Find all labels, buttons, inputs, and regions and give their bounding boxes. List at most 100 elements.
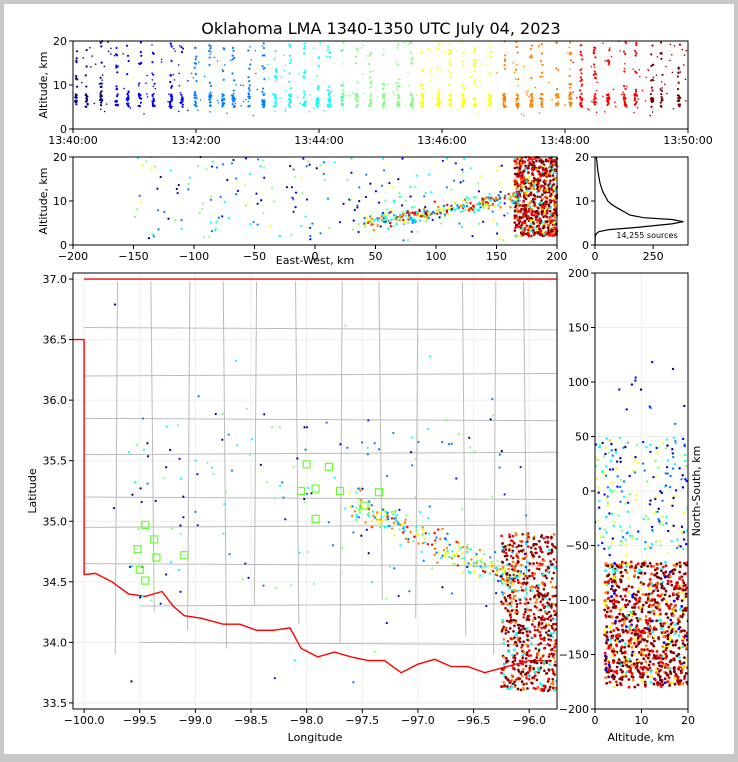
east-west-point <box>500 164 503 167</box>
north-south-point <box>673 682 677 686</box>
plan-view-xtick-label: −96.5 <box>457 714 491 727</box>
plan-view-point <box>466 543 469 546</box>
north-south-point <box>653 583 657 587</box>
time-height-point <box>676 88 680 91</box>
east-west-point <box>539 195 542 199</box>
east-west-point <box>384 199 387 202</box>
north-south-point <box>655 571 659 575</box>
lma-station-marker <box>360 501 369 510</box>
plan-view-point <box>520 680 524 683</box>
time-height-point <box>525 91 528 93</box>
east-west-point <box>442 212 445 215</box>
time-height-point <box>661 99 664 102</box>
east-west-point <box>377 201 381 204</box>
time-height-point <box>541 98 544 101</box>
east-west-point <box>235 192 238 196</box>
plan-view-point <box>512 648 516 652</box>
time-height-point <box>570 101 573 104</box>
north-south-point <box>648 578 652 581</box>
north-south-point <box>672 568 675 572</box>
north-south-point <box>646 648 649 651</box>
time-height-point <box>652 98 655 101</box>
north-south-point <box>611 673 615 677</box>
east-west-point <box>402 218 405 222</box>
time-height-point <box>472 74 474 77</box>
time-height-point <box>116 71 119 74</box>
time-height-point <box>137 62 140 65</box>
east-west-point <box>529 185 532 188</box>
plan-view-point <box>501 579 504 583</box>
north-south-point <box>622 588 626 591</box>
north-south-point <box>660 582 663 586</box>
north-south-point <box>672 455 675 459</box>
time-height-point <box>114 53 118 56</box>
plan-view-point <box>428 505 431 508</box>
time-height-point <box>564 103 567 106</box>
plan-view-point <box>533 572 536 576</box>
east-west-point <box>305 198 309 201</box>
time-height-point <box>101 98 104 102</box>
east-west-point <box>513 214 517 217</box>
time-height-point <box>474 101 477 105</box>
east-west-point <box>503 194 507 197</box>
time-height-point <box>232 49 235 52</box>
plan-view-point <box>467 562 470 565</box>
plan-view-point <box>513 656 517 660</box>
time-height-point <box>99 76 102 79</box>
east-west-point <box>392 199 396 202</box>
plan-view-point <box>514 621 518 624</box>
north-south-point <box>682 584 686 588</box>
time-height-point <box>317 85 320 88</box>
north-south-point <box>630 585 634 589</box>
north-south-point <box>598 446 602 449</box>
time-height-point <box>539 97 542 101</box>
north-south-point <box>646 675 650 679</box>
north-south-point <box>659 569 663 573</box>
plan-view-point <box>508 543 512 547</box>
plan-view-point <box>513 575 516 578</box>
east-west-point <box>374 190 378 193</box>
lma-station-marker <box>296 486 306 496</box>
north-south-point <box>649 546 652 550</box>
time-height-point <box>488 99 492 103</box>
plan-view-xlabel: Longitude <box>288 731 343 744</box>
north-south-point <box>632 652 636 656</box>
north-south-point <box>597 544 600 547</box>
north-south-point <box>598 499 601 503</box>
lma-station-marker <box>152 553 161 562</box>
plan-view-point <box>426 542 430 546</box>
east-west-point <box>513 229 517 232</box>
plan-view-point <box>501 627 504 631</box>
plan-view-point <box>527 654 530 657</box>
time-height-point <box>103 110 106 113</box>
plan-view-point <box>506 644 510 647</box>
north-south-point <box>621 597 624 601</box>
plan-view-point <box>177 568 181 572</box>
north-south-point <box>634 564 638 567</box>
plan-view-point <box>360 534 363 537</box>
plan-view-point <box>392 521 396 525</box>
plan-view-point <box>403 529 407 532</box>
time-height-point <box>385 108 388 110</box>
north-south-point <box>637 461 640 464</box>
east-west-point <box>521 227 525 230</box>
north-south-point <box>648 562 652 565</box>
time-height-point <box>303 90 306 93</box>
plan-view-point <box>278 484 282 488</box>
time-height-point <box>274 110 276 113</box>
plan-view-point <box>510 653 514 657</box>
east-west-point <box>427 216 430 219</box>
east-west-point <box>533 203 537 206</box>
north-south-point <box>683 643 687 647</box>
time-height-point <box>557 101 559 103</box>
plan-view-point <box>392 431 395 435</box>
plan-view-point <box>548 564 552 568</box>
east-west-point <box>306 160 310 163</box>
time-height-point <box>396 102 399 105</box>
north-south-point <box>685 646 688 650</box>
time-height-point <box>461 60 465 63</box>
plan-view-point <box>455 477 458 480</box>
east-west-point <box>263 176 266 179</box>
time-height-point <box>530 44 533 47</box>
plan-view-point <box>525 598 528 601</box>
